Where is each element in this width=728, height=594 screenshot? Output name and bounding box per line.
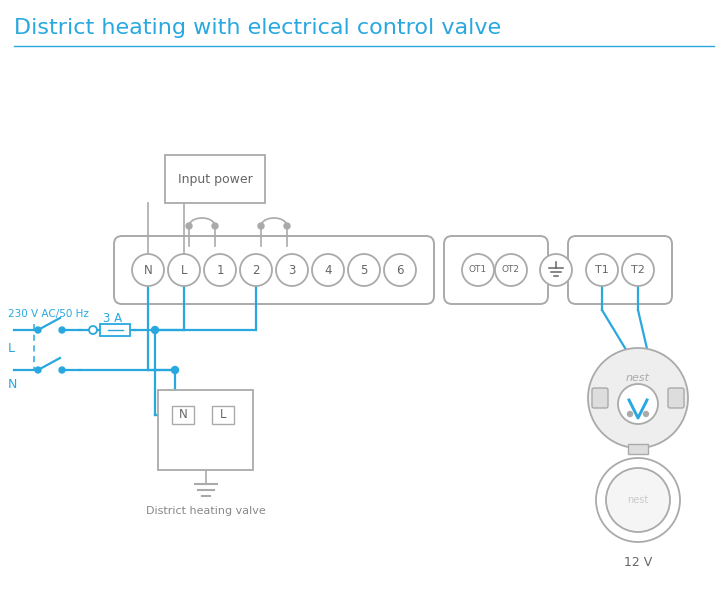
Text: District heating with electrical control valve: District heating with electrical control… — [14, 18, 501, 38]
FancyBboxPatch shape — [114, 236, 434, 304]
Text: 3 A: 3 A — [103, 312, 122, 326]
Text: 1: 1 — [216, 264, 223, 276]
Circle shape — [596, 458, 680, 542]
Text: T1: T1 — [595, 265, 609, 275]
Circle shape — [168, 254, 200, 286]
Circle shape — [212, 223, 218, 229]
Text: L: L — [181, 264, 187, 276]
Text: Input power: Input power — [178, 172, 253, 185]
Circle shape — [495, 254, 527, 286]
Text: 230 V AC/50 Hz: 230 V AC/50 Hz — [8, 309, 89, 319]
Text: 3: 3 — [288, 264, 296, 276]
Circle shape — [276, 254, 308, 286]
Circle shape — [644, 412, 649, 416]
Circle shape — [89, 326, 97, 334]
Circle shape — [628, 412, 633, 416]
Circle shape — [258, 223, 264, 229]
FancyBboxPatch shape — [212, 406, 234, 424]
FancyBboxPatch shape — [592, 388, 608, 408]
Text: 2: 2 — [252, 264, 260, 276]
Circle shape — [312, 254, 344, 286]
Circle shape — [132, 254, 164, 286]
FancyBboxPatch shape — [100, 324, 130, 336]
Circle shape — [618, 384, 658, 424]
FancyBboxPatch shape — [628, 444, 648, 454]
Text: N: N — [178, 409, 187, 422]
FancyBboxPatch shape — [172, 406, 194, 424]
Circle shape — [240, 254, 272, 286]
Circle shape — [586, 254, 618, 286]
Circle shape — [59, 367, 65, 373]
FancyBboxPatch shape — [444, 236, 548, 304]
FancyBboxPatch shape — [568, 236, 672, 304]
FancyBboxPatch shape — [158, 390, 253, 470]
Circle shape — [540, 254, 572, 286]
Text: N: N — [8, 378, 17, 391]
Text: N: N — [143, 264, 152, 276]
Text: nest: nest — [628, 495, 649, 505]
Text: OT2: OT2 — [502, 266, 520, 274]
Circle shape — [186, 223, 192, 229]
Text: OT1: OT1 — [469, 266, 487, 274]
Circle shape — [348, 254, 380, 286]
Text: 12 V: 12 V — [624, 556, 652, 569]
FancyBboxPatch shape — [165, 155, 265, 203]
Text: nest: nest — [626, 373, 650, 383]
Circle shape — [462, 254, 494, 286]
Circle shape — [35, 327, 41, 333]
Text: District heating valve: District heating valve — [146, 506, 266, 516]
Text: 6: 6 — [396, 264, 404, 276]
Text: T2: T2 — [631, 265, 645, 275]
Circle shape — [172, 366, 178, 374]
Circle shape — [35, 367, 41, 373]
Text: L: L — [8, 342, 15, 355]
Circle shape — [606, 468, 670, 532]
Circle shape — [622, 254, 654, 286]
Circle shape — [588, 348, 688, 448]
Circle shape — [59, 327, 65, 333]
Text: 5: 5 — [360, 264, 368, 276]
FancyBboxPatch shape — [668, 388, 684, 408]
Text: L: L — [220, 409, 226, 422]
Circle shape — [151, 327, 159, 333]
Text: 4: 4 — [324, 264, 332, 276]
Circle shape — [384, 254, 416, 286]
Circle shape — [204, 254, 236, 286]
Circle shape — [284, 223, 290, 229]
